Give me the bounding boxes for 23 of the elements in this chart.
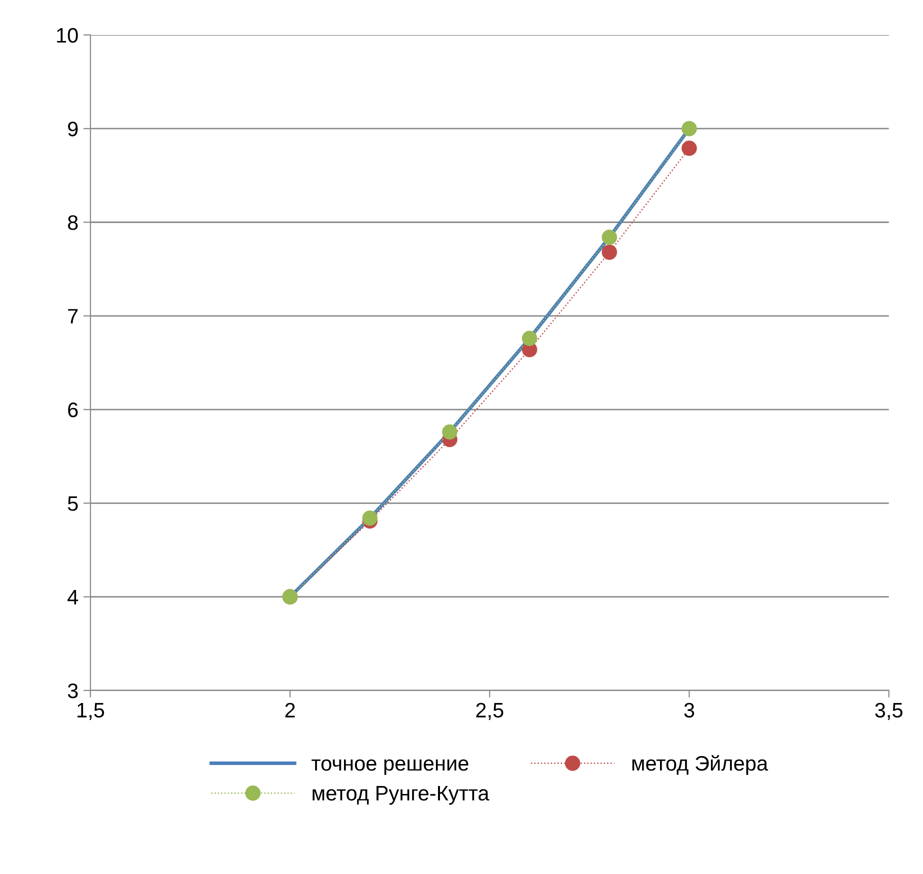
y-tick-label: 5 [68, 496, 78, 511]
legend-label: метод Рунге-Кутта [312, 786, 490, 805]
y-tick-label: 6 [68, 402, 78, 418]
y-tick-label: 4 [68, 590, 78, 604]
y-tick-label: 3 [68, 683, 78, 698]
point [522, 330, 538, 346]
point [602, 230, 618, 245]
x-tick-label: 2 [285, 702, 295, 718]
point [682, 120, 697, 136]
y-tick-label: 7 [68, 309, 78, 324]
x-tick-label: 1,5 [78, 703, 104, 720]
x-tick-label: 3,5 [875, 702, 902, 720]
legend-label: точное решение [312, 759, 468, 775]
point [362, 510, 378, 526]
y-tick-label: 8 [68, 215, 78, 230]
y-tick-label: 9 [68, 122, 78, 136]
point [682, 140, 697, 156]
legend-label: метод Эйлера [632, 755, 768, 775]
point [602, 244, 618, 260]
y-tick-label: 10 [57, 28, 78, 43]
point [442, 424, 458, 440]
x-tick-label: 3 [684, 702, 694, 718]
x-tick-label: 2,5 [476, 702, 504, 720]
